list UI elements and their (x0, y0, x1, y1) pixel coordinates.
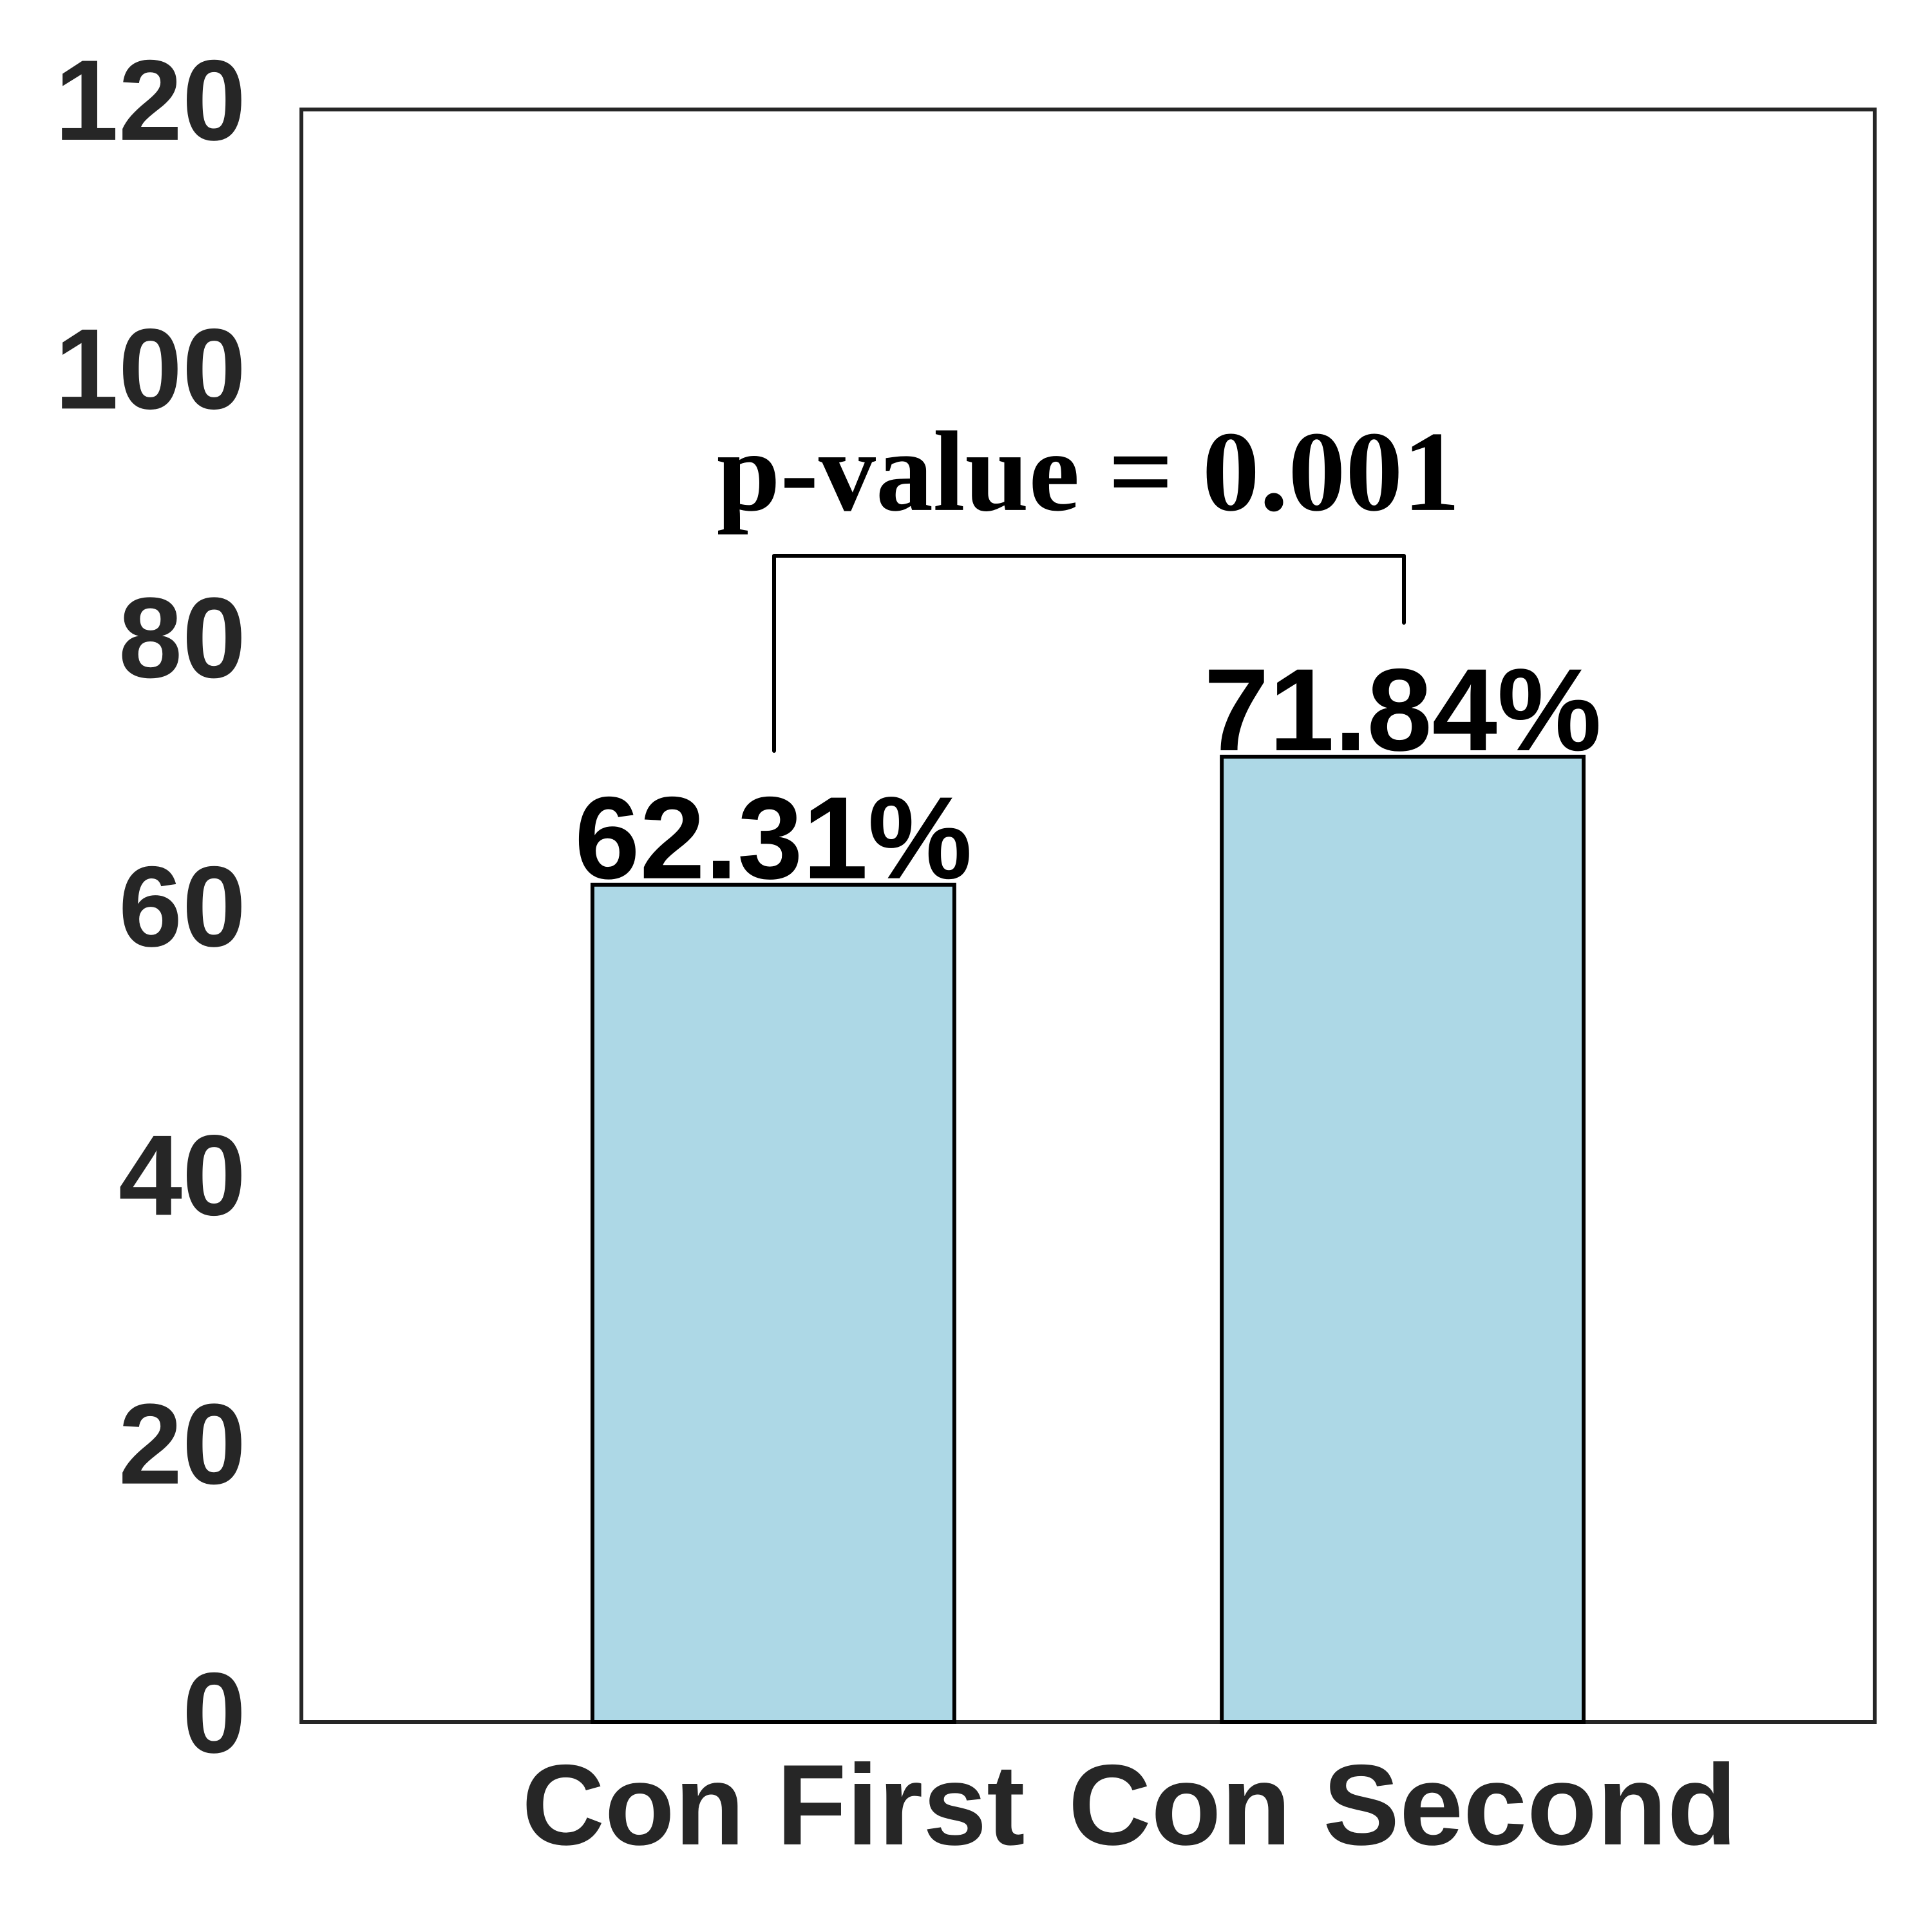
plot-frame (299, 108, 1877, 1724)
bar (590, 882, 956, 1724)
y-tick-label: 120 (55, 36, 246, 164)
bar (1220, 754, 1586, 1724)
x-tick-label: Con First (522, 1741, 1025, 1869)
y-tick-label: 20 (118, 1380, 246, 1508)
y-tick-label: 40 (118, 1111, 246, 1239)
y-tick-label: 100 (55, 305, 246, 433)
annotation: p-value = 0.001 (717, 408, 1461, 535)
value-label: 71.84% (1204, 644, 1601, 775)
value-label: 62.31% (574, 772, 972, 904)
significance-bracket (772, 554, 1406, 753)
x-tick-label: Con Second (1068, 1741, 1737, 1869)
y-tick-label: 80 (118, 574, 246, 702)
y-tick-label: 0 (182, 1649, 246, 1777)
y-tick-label: 60 (118, 842, 246, 971)
